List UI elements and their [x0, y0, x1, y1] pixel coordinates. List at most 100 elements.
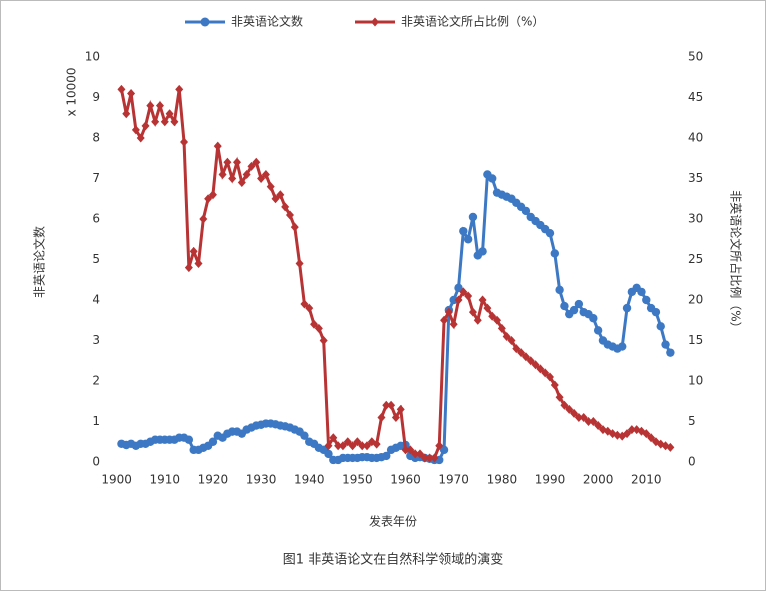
circle-marker	[463, 235, 473, 244]
diamond-marker	[334, 441, 343, 451]
y-tick-label: 10	[85, 50, 100, 64]
y-tick-label: 9	[92, 90, 100, 104]
legend-marker	[371, 17, 379, 27]
legend-label: 非英语论文数	[231, 14, 303, 29]
diamond-marker	[180, 137, 189, 147]
diamond-marker	[155, 101, 164, 111]
diamond-marker	[464, 291, 473, 301]
x-tick-label: 2000	[583, 473, 614, 487]
diamond-marker	[497, 323, 506, 333]
diamond-marker	[430, 453, 439, 463]
y2-tick-label: 25	[688, 252, 703, 266]
diamond-marker	[623, 429, 632, 439]
circle-marker	[454, 283, 463, 293]
y2-tick-label: 10	[688, 374, 703, 388]
diamond-marker	[666, 442, 675, 452]
diamond-marker	[454, 295, 463, 305]
y-tick-label: 0	[92, 455, 100, 469]
circle-marker	[488, 174, 497, 183]
diamond-marker	[194, 259, 203, 269]
diamond-marker	[175, 84, 184, 94]
diamond-marker	[160, 117, 169, 127]
diamond-marker	[290, 222, 299, 232]
x-axis-title: 发表年份	[369, 514, 417, 529]
diamond-marker	[382, 400, 391, 410]
diamond-marker	[343, 437, 352, 447]
x-tick-label: 1970	[438, 473, 469, 487]
x-tick-label: 1990	[535, 473, 566, 487]
diamond-marker	[560, 400, 569, 410]
diamond-marker	[117, 84, 126, 94]
diamond-marker	[218, 169, 227, 179]
circle-marker	[661, 340, 670, 349]
diamond-marker	[281, 202, 290, 212]
diamond-marker	[377, 412, 386, 422]
circle-marker	[208, 437, 218, 446]
diamond-marker	[146, 101, 155, 111]
diamond-marker	[435, 441, 444, 451]
diamond-marker	[584, 417, 593, 426]
circle-marker	[656, 322, 665, 331]
diamond-marker	[541, 368, 550, 378]
circle-marker	[555, 285, 564, 295]
diamond-marker	[531, 360, 540, 370]
diamond-marker	[488, 311, 497, 321]
diamond-marker	[589, 417, 598, 426]
diamond-marker	[550, 380, 559, 390]
unit-annotation: x 10000	[65, 67, 79, 116]
diamond-marker	[208, 190, 217, 200]
circle-marker	[449, 295, 458, 305]
y2-tick-label: 5	[688, 414, 696, 428]
diamond-marker	[242, 169, 251, 179]
y-tick-label: 5	[92, 252, 100, 266]
diamond-marker	[647, 433, 656, 443]
circle-marker	[560, 301, 569, 311]
diamond-marker	[473, 315, 482, 325]
circle-marker	[574, 299, 584, 309]
diamond-marker	[257, 174, 266, 183]
circle-marker	[622, 303, 632, 313]
y-tick-label: 2	[92, 374, 100, 388]
diamond-marker	[261, 169, 270, 179]
diamond-marker	[512, 344, 521, 354]
legend-label: 非英语论文所占比例（%）	[401, 14, 544, 29]
diamond-marker	[521, 352, 530, 362]
diamond-marker	[517, 348, 526, 358]
diamond-marker	[184, 263, 193, 273]
diamond-marker	[401, 445, 410, 455]
diamond-marker	[271, 194, 280, 204]
x-tick-label: 1900	[101, 473, 132, 487]
diamond-marker	[338, 441, 347, 451]
diamond-marker	[170, 117, 179, 127]
diamond-marker	[314, 323, 323, 333]
diamond-marker	[247, 161, 256, 171]
circle-marker	[618, 342, 627, 351]
circle-marker	[382, 451, 391, 461]
diamond-marker	[266, 182, 275, 192]
diamond-marker	[319, 336, 328, 345]
diamond-marker	[420, 453, 429, 463]
x-tick-label: 1950	[342, 473, 373, 487]
legend-marker	[200, 17, 210, 27]
y2-tick-label: 45	[688, 90, 703, 104]
x-tick-label: 1920	[198, 473, 229, 487]
diamond-marker	[363, 441, 372, 451]
circle-marker	[545, 228, 555, 238]
diamond-marker	[204, 194, 213, 204]
diamond-marker	[411, 449, 420, 459]
diamond-marker	[449, 319, 458, 329]
diamond-marker	[574, 412, 583, 422]
diamond-marker	[642, 429, 651, 439]
circle-marker	[468, 212, 478, 222]
circle-marker	[184, 435, 194, 444]
y2-tick-label: 40	[688, 131, 703, 145]
circle-marker	[569, 305, 579, 315]
diamond-marker	[459, 287, 468, 297]
x-tick-label: 1930	[246, 473, 277, 487]
diamond-marker	[136, 133, 145, 143]
y-tick-label: 7	[92, 171, 100, 185]
circle-marker	[478, 247, 487, 256]
diamond-marker	[555, 392, 564, 402]
diamond-marker	[570, 408, 579, 418]
diamond-marker	[189, 246, 198, 256]
